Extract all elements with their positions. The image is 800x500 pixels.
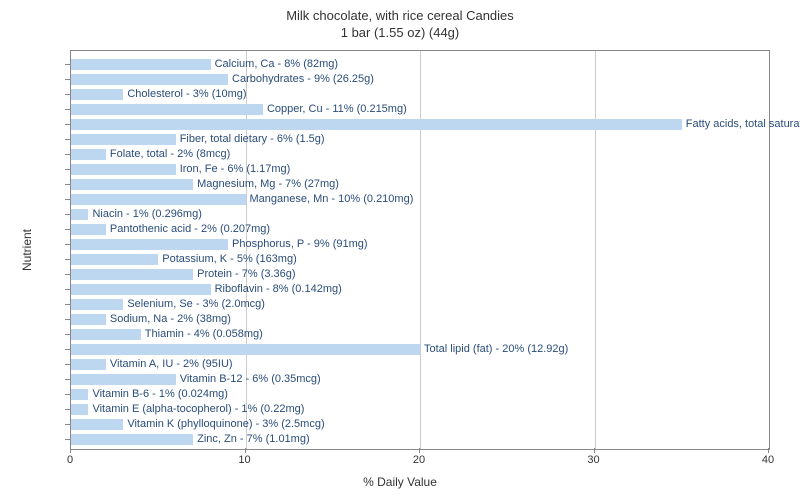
nutrient-bar-label: Manganese, Mn - 10% (0.210mg) [250, 194, 414, 205]
nutrient-bar [71, 164, 176, 175]
x-tick [594, 448, 595, 453]
nutrient-bar [71, 179, 193, 190]
nutrient-bar [71, 89, 123, 100]
nutrient-bar-label: Sodium, Na - 2% (38mg) [110, 314, 231, 325]
nutrient-bar-label: Calcium, Ca - 8% (82mg) [215, 59, 338, 70]
y-tick [65, 319, 70, 320]
nutrient-bar-label: Pantothenic acid - 2% (0.207mg) [110, 224, 270, 235]
nutrient-bar-label: Niacin - 1% (0.296mg) [92, 209, 201, 220]
y-tick [65, 169, 70, 170]
nutrient-bar-label: Fatty acids, total saturated - 35% (6.99… [686, 119, 800, 130]
nutrient-bar [71, 299, 123, 310]
x-tick [419, 448, 420, 453]
nutrient-bar-label: Vitamin B-12 - 6% (0.35mcg) [180, 374, 321, 385]
nutrient-bar-label: Carbohydrates - 9% (26.25g) [232, 74, 374, 85]
nutrient-bar-label: Thiamin - 4% (0.058mg) [145, 329, 263, 340]
nutrient-bar-chart: Milk chocolate, with rice cereal Candies… [0, 0, 800, 500]
nutrient-bar [71, 374, 176, 385]
y-tick [65, 214, 70, 215]
nutrient-bar [71, 134, 176, 145]
nutrient-bar [71, 329, 141, 340]
nutrient-bar-label: Vitamin B-6 - 1% (0.024mg) [92, 389, 228, 400]
y-tick [65, 79, 70, 80]
y-tick [65, 139, 70, 140]
x-tick [70, 448, 71, 453]
y-tick [65, 289, 70, 290]
title-line-1: Milk chocolate, with rice cereal Candies [286, 8, 514, 23]
nutrient-bar [71, 59, 211, 70]
y-tick [65, 364, 70, 365]
y-tick [65, 379, 70, 380]
chart-title: Milk chocolate, with rice cereal Candies… [0, 0, 800, 42]
nutrient-bar [71, 359, 106, 370]
y-tick [65, 334, 70, 335]
title-line-2: 1 bar (1.55 oz) (44g) [341, 25, 460, 40]
nutrient-bar [71, 389, 88, 400]
nutrient-bar-label: Vitamin A, IU - 2% (95IU) [110, 359, 233, 370]
nutrient-bar [71, 314, 106, 325]
nutrient-bar [71, 239, 228, 250]
nutrient-bar-label: Selenium, Se - 3% (2.0mcg) [127, 299, 265, 310]
y-axis-label: Nutrient [20, 229, 34, 271]
y-tick [65, 349, 70, 350]
nutrient-bar-label: Iron, Fe - 6% (1.17mg) [180, 164, 291, 175]
nutrient-bar [71, 104, 263, 115]
nutrient-bar-label: Folate, total - 2% (8mcg) [110, 149, 230, 160]
y-tick [65, 394, 70, 395]
y-tick [65, 124, 70, 125]
nutrient-bar [71, 149, 106, 160]
nutrient-bar-label: Riboflavin - 8% (0.142mg) [215, 284, 342, 295]
nutrient-bar [71, 194, 246, 205]
nutrient-bar-label: Protein - 7% (3.36g) [197, 269, 295, 280]
x-tick-label: 0 [67, 454, 73, 466]
x-tick [245, 448, 246, 453]
x-tick [768, 448, 769, 453]
nutrient-bar [71, 434, 193, 445]
y-tick [65, 184, 70, 185]
nutrient-bar-label: Vitamin E (alpha-tocopherol) - 1% (0.22m… [92, 404, 304, 415]
nutrient-bar [71, 224, 106, 235]
y-tick [65, 244, 70, 245]
nutrient-bar-label: Cholesterol - 3% (10mg) [127, 89, 246, 100]
y-tick [65, 199, 70, 200]
y-tick [65, 439, 70, 440]
plot-area: Calcium, Ca - 8% (82mg) Carbohydrates - 9… [70, 50, 770, 450]
x-axis-label: % Daily Value [363, 475, 437, 489]
x-tick-label: 10 [238, 454, 250, 466]
nutrient-bar [71, 269, 193, 280]
nutrient-bar-label: Potassium, K - 5% (163mg) [162, 254, 297, 265]
x-tick-label: 40 [762, 454, 774, 466]
gridline [595, 51, 596, 449]
y-tick [65, 259, 70, 260]
y-tick [65, 274, 70, 275]
y-tick [65, 64, 70, 65]
y-tick [65, 409, 70, 410]
nutrient-bar [71, 344, 420, 355]
nutrient-bar [71, 209, 88, 220]
nutrient-bar-label: Copper, Cu - 11% (0.215mg) [267, 104, 407, 115]
y-tick [65, 109, 70, 110]
nutrient-bar [71, 419, 123, 430]
nutrient-bar-label: Magnesium, Mg - 7% (27mg) [197, 179, 339, 190]
nutrient-bar-label: Vitamin K (phylloquinone) - 3% (2.5mcg) [127, 419, 324, 430]
nutrient-bar [71, 254, 158, 265]
y-tick [65, 424, 70, 425]
y-tick [65, 304, 70, 305]
x-tick-label: 20 [413, 454, 425, 466]
nutrient-bar [71, 404, 88, 415]
nutrient-bar [71, 74, 228, 85]
nutrient-bar [71, 119, 682, 130]
nutrient-bar [71, 284, 211, 295]
x-tick-label: 30 [587, 454, 599, 466]
nutrient-bar-label: Zinc, Zn - 7% (1.01mg) [197, 434, 309, 445]
nutrient-bar-label: Phosphorus, P - 9% (91mg) [232, 239, 368, 250]
nutrient-bar-label: Fiber, total dietary - 6% (1.5g) [180, 134, 325, 145]
gridline [420, 51, 421, 449]
nutrient-bar-label: Total lipid (fat) - 20% (12.92g) [424, 344, 568, 355]
y-tick [65, 94, 70, 95]
y-tick [65, 154, 70, 155]
y-tick [65, 229, 70, 230]
